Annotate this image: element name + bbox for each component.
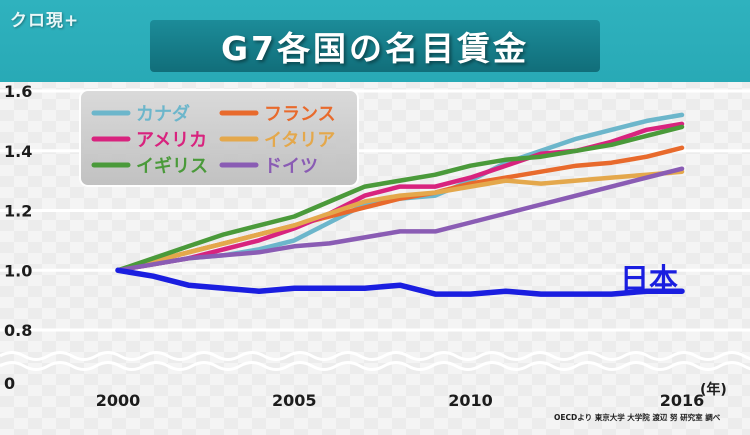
source-note: OECDより 東京大学 大学院 渡辺 努 研究室 調べ <box>554 413 721 422</box>
legend-label: フランス <box>264 104 336 125</box>
legend-label: ドイツ <box>264 156 318 177</box>
legend-label: イギリス <box>136 156 208 177</box>
legend-label: カナダ <box>136 103 190 125</box>
axis-break <box>0 351 750 371</box>
annotation-japan: 日本 <box>620 262 678 296</box>
legend-label: イタリア <box>264 130 335 151</box>
series-lines <box>115 112 685 297</box>
series-line <box>115 124 685 273</box>
y-tick-label: 1.2 <box>4 202 32 221</box>
y-tick-label: 0.8 <box>4 321 32 340</box>
y-tick-label: 1.6 <box>4 82 32 101</box>
series-line <box>115 169 685 273</box>
x-axis-unit: (年) <box>700 381 727 398</box>
x-tick-label: 2016 <box>660 391 705 410</box>
series-line <box>115 166 685 273</box>
series-line <box>115 267 685 297</box>
x-axis: 2000 2005 2010 2016 <box>96 391 705 410</box>
x-tick-label: 2005 <box>272 391 317 410</box>
y-tick-label: 1.4 <box>4 142 32 161</box>
y-tick-label: 0 <box>4 374 15 393</box>
y-axis: 1.6 1.4 1.2 1.0 0.8 0 <box>4 82 32 393</box>
y-tick-label: 1.0 <box>4 261 32 280</box>
x-tick-label: 2000 <box>96 391 141 410</box>
legend-label: アメリカ <box>136 130 207 151</box>
chart-title: G7各国の名目賃金 <box>220 29 530 68</box>
title-band: G7各国の名目賃金 <box>150 20 600 72</box>
x-tick-label: 2010 <box>448 391 493 410</box>
program-logo: クロ現+ <box>10 11 80 31</box>
